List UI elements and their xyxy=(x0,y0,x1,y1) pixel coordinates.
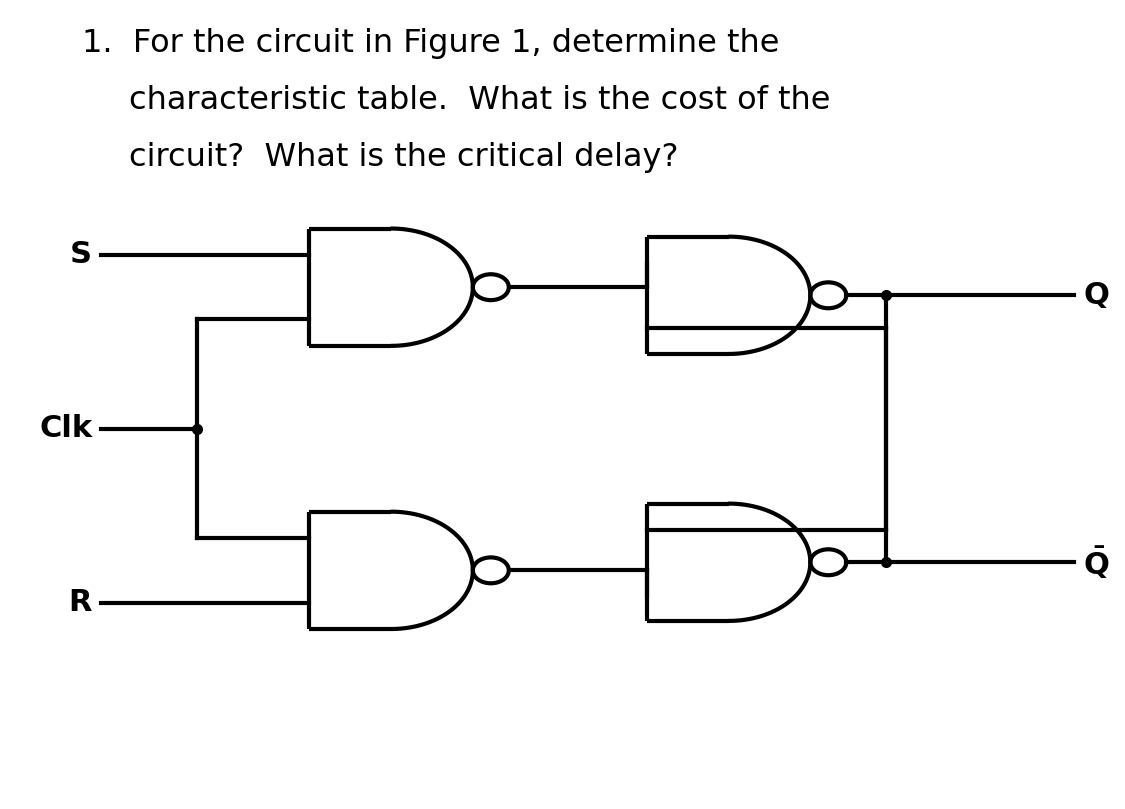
Text: Clk: Clk xyxy=(39,414,92,443)
Text: $\mathbf{\bar{Q}}$: $\mathbf{\bar{Q}}$ xyxy=(1083,544,1109,581)
Text: characteristic table.  What is the cost of the: characteristic table. What is the cost o… xyxy=(129,85,831,116)
Text: R: R xyxy=(69,588,92,617)
Text: Q: Q xyxy=(1083,281,1109,310)
Text: circuit?  What is the critical delay?: circuit? What is the critical delay? xyxy=(129,142,678,172)
Text: S: S xyxy=(70,240,92,269)
Text: 1.  For the circuit in Figure 1, determine the: 1. For the circuit in Figure 1, determin… xyxy=(82,28,780,59)
